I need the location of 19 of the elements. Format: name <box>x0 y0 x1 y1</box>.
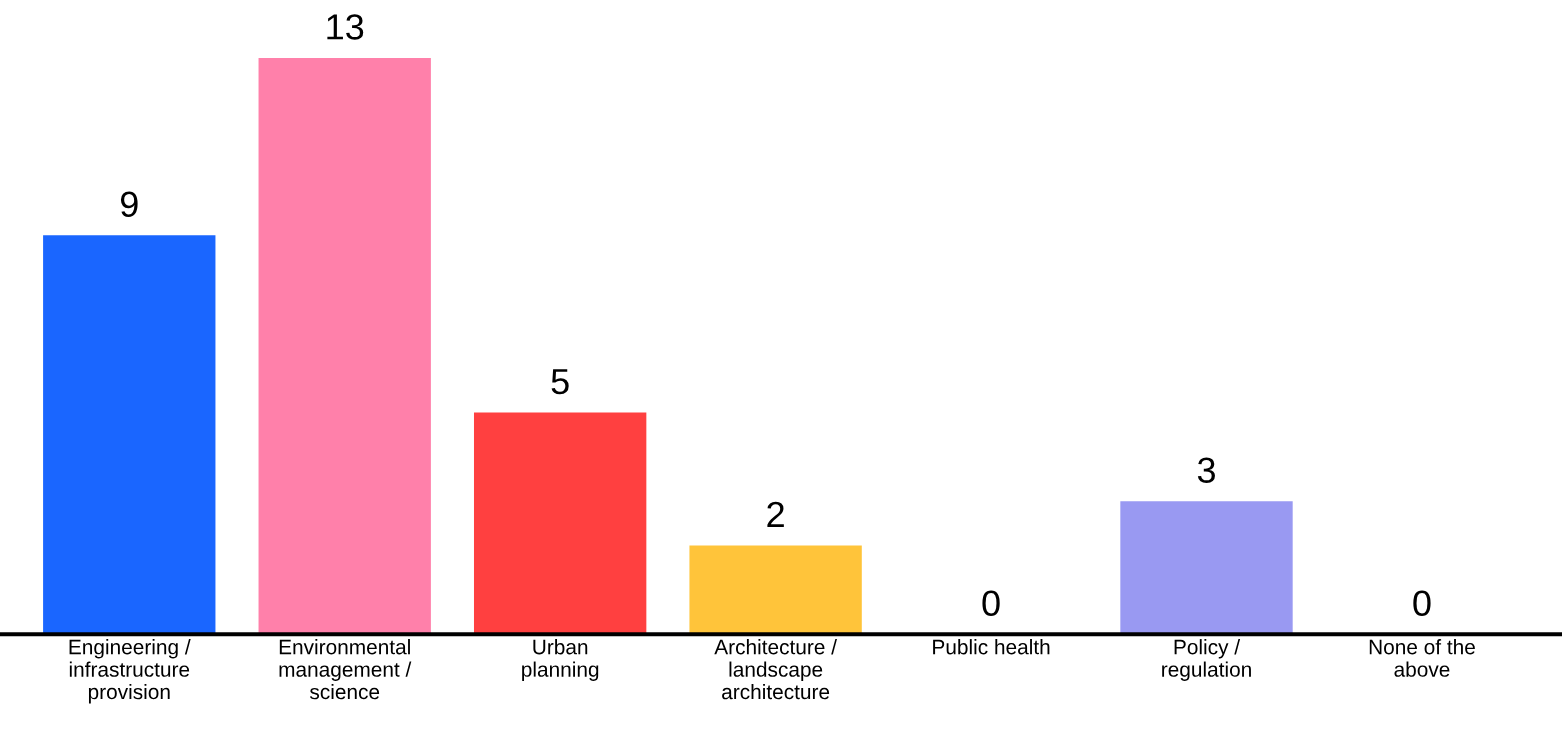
x-tick-label: Engineering / infrastructure provision <box>69 639 191 704</box>
data-label: 9 <box>120 191 138 218</box>
x-tick-label: None of the above <box>1369 639 1475 677</box>
x-tick-label: Public health <box>933 639 1050 655</box>
data-label: 0 <box>1413 590 1431 616</box>
bar <box>473 412 647 635</box>
x-tick-label: Policy / regulation <box>1162 639 1251 681</box>
data-label: 2 <box>767 501 784 527</box>
bar <box>43 235 216 635</box>
bar <box>258 57 431 635</box>
data-label: 13 <box>327 14 364 40</box>
x-tick-label: Environmental management / science <box>279 639 412 700</box>
bar <box>1120 501 1293 635</box>
bar <box>689 545 862 635</box>
x-tick-label: Architecture / landscape architecture <box>714 639 837 700</box>
x-tick-label: Urban planning <box>522 639 599 681</box>
data-label: 3 <box>1197 457 1215 483</box>
data-label: 0 <box>982 590 1000 616</box>
data-label: 5 <box>551 369 569 395</box>
